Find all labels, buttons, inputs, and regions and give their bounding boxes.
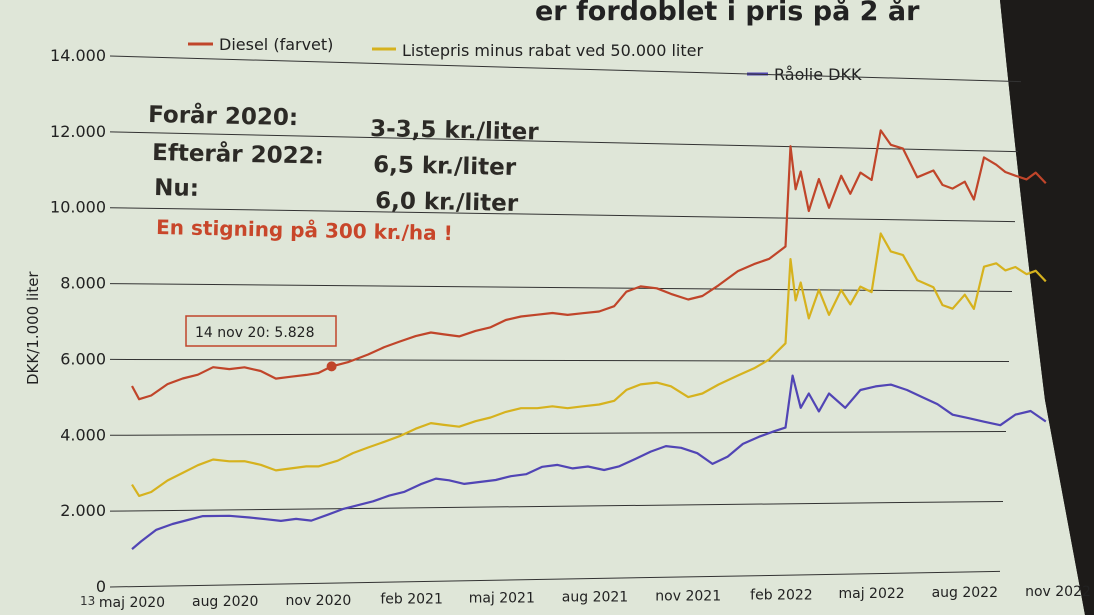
callout-box [185,315,337,347]
legend-label-diesel: Diesel (farvet) [219,35,333,54]
annotation-value-now: 6,0 kr./liter [375,188,519,217]
y-tick-label: 8.000 [60,274,106,293]
slide-title-fragment: er fordoblet i pris på 2 år [535,0,920,27]
slide-number: 13 [80,594,95,608]
gridline [109,55,1022,83]
callout-marker-diesel [326,361,337,372]
annotation-label-spring-2020: Forår 2020: [148,101,299,131]
price-annotations: Forår 2020: 3-3,5 kr./liter Efterår 2022… [148,101,540,245]
x-tick-label: nov 2022 [1025,584,1091,600]
y-tick-label: 0 [96,577,106,596]
gridline [109,283,1013,293]
x-tick-label: aug 2020 [192,594,258,610]
y-tick-label: 14.000 [50,46,106,65]
y-tick-label: 10.000 [50,198,106,217]
annotation-label-autumn-2022: Efterår 2022: [152,139,324,170]
y-axis-label: DKK/1.000 liter [24,271,42,385]
series-line-raaolie [131,374,1047,550]
gridlines [109,55,1022,588]
legend-label-raaolie: Råolie DKK [774,65,862,84]
series-lines [131,129,1047,550]
x-tick-label: nov 2020 [286,593,352,609]
x-tick-label: maj 2022 [838,586,904,602]
x-tick-label: aug 2021 [562,590,628,606]
gridline [109,131,1019,153]
x-axis-tick-labels: maj 2020 aug 2020 nov 2020 feb 2021 maj 2021… [99,584,1091,611]
x-tick-label: nov 2021 [655,588,721,604]
annotation-value-spring-2020: 3-3,5 kr./liter [370,116,540,146]
series-line-diesel [131,129,1047,401]
legend: Diesel (farvet) Listepris minus rabat ve… [188,35,862,84]
y-tick-label: 6.000 [60,349,106,368]
x-tick-label: maj 2021 [469,591,535,607]
series-line-listepris [131,232,1047,497]
x-tick-label: maj 2020 [99,595,165,611]
gridline [109,500,1004,512]
slide-right-edge-shadow [1000,0,1094,615]
x-tick-label: aug 2022 [932,585,998,601]
x-tick-label: feb 2021 [380,592,443,608]
y-axis-tick-labels: 0 2.000 4.000 6.000 8.000 10.000 12.000 14.000 [50,46,106,596]
data-point-callout: 14 nov 20: 5.828 [185,315,337,347]
gridline [109,430,1007,436]
gridline [109,207,1016,223]
annotation-label-now: Nu: [154,175,199,202]
legend-label-listepris: Listepris minus rabat ved 50.000 liter [402,41,703,60]
x-tick-label: feb 2022 [750,587,813,603]
callout-text: 14 nov 20: 5.828 [195,325,315,341]
y-tick-label: 2.000 [60,501,106,520]
gridline [109,570,1001,588]
annotation-value-autumn-2022: 6,5 kr./liter [373,152,517,181]
gridline [109,358,1010,363]
y-tick-label: 4.000 [60,425,106,444]
y-tick-label: 12.000 [50,122,106,141]
